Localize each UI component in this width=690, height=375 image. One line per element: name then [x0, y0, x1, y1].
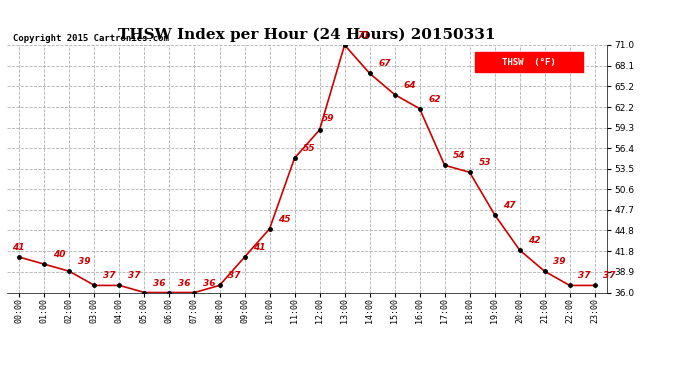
- Text: 64: 64: [404, 81, 416, 90]
- Text: 53: 53: [478, 158, 491, 167]
- Text: Copyright 2015 Cartronics.com: Copyright 2015 Cartronics.com: [13, 33, 169, 42]
- Text: 45: 45: [278, 215, 290, 224]
- Text: 37: 37: [228, 272, 241, 280]
- Text: 37: 37: [604, 272, 616, 280]
- Bar: [475, 53, 583, 72]
- Text: 55: 55: [304, 144, 316, 153]
- Text: 71: 71: [357, 31, 370, 40]
- Title: THSW Index per Hour (24 Hours) 20150331: THSW Index per Hour (24 Hours) 20150331: [118, 28, 496, 42]
- Text: 67: 67: [378, 59, 391, 68]
- Text: 41: 41: [12, 243, 24, 252]
- Text: 36: 36: [204, 279, 216, 288]
- Text: 54: 54: [453, 151, 466, 160]
- Text: 39: 39: [78, 257, 90, 266]
- Text: 39: 39: [553, 257, 566, 266]
- Text: 40: 40: [53, 250, 66, 259]
- Text: THSW  (°F): THSW (°F): [502, 58, 556, 67]
- Text: 59: 59: [322, 114, 335, 123]
- Text: 62: 62: [428, 95, 441, 104]
- Text: 47: 47: [504, 201, 516, 210]
- Text: 37: 37: [128, 272, 141, 280]
- Text: 37: 37: [578, 272, 591, 280]
- Text: 42: 42: [529, 236, 541, 245]
- Text: 37: 37: [104, 272, 116, 280]
- Text: 36: 36: [178, 279, 190, 288]
- Text: 36: 36: [153, 279, 166, 288]
- Text: 41: 41: [253, 243, 266, 252]
